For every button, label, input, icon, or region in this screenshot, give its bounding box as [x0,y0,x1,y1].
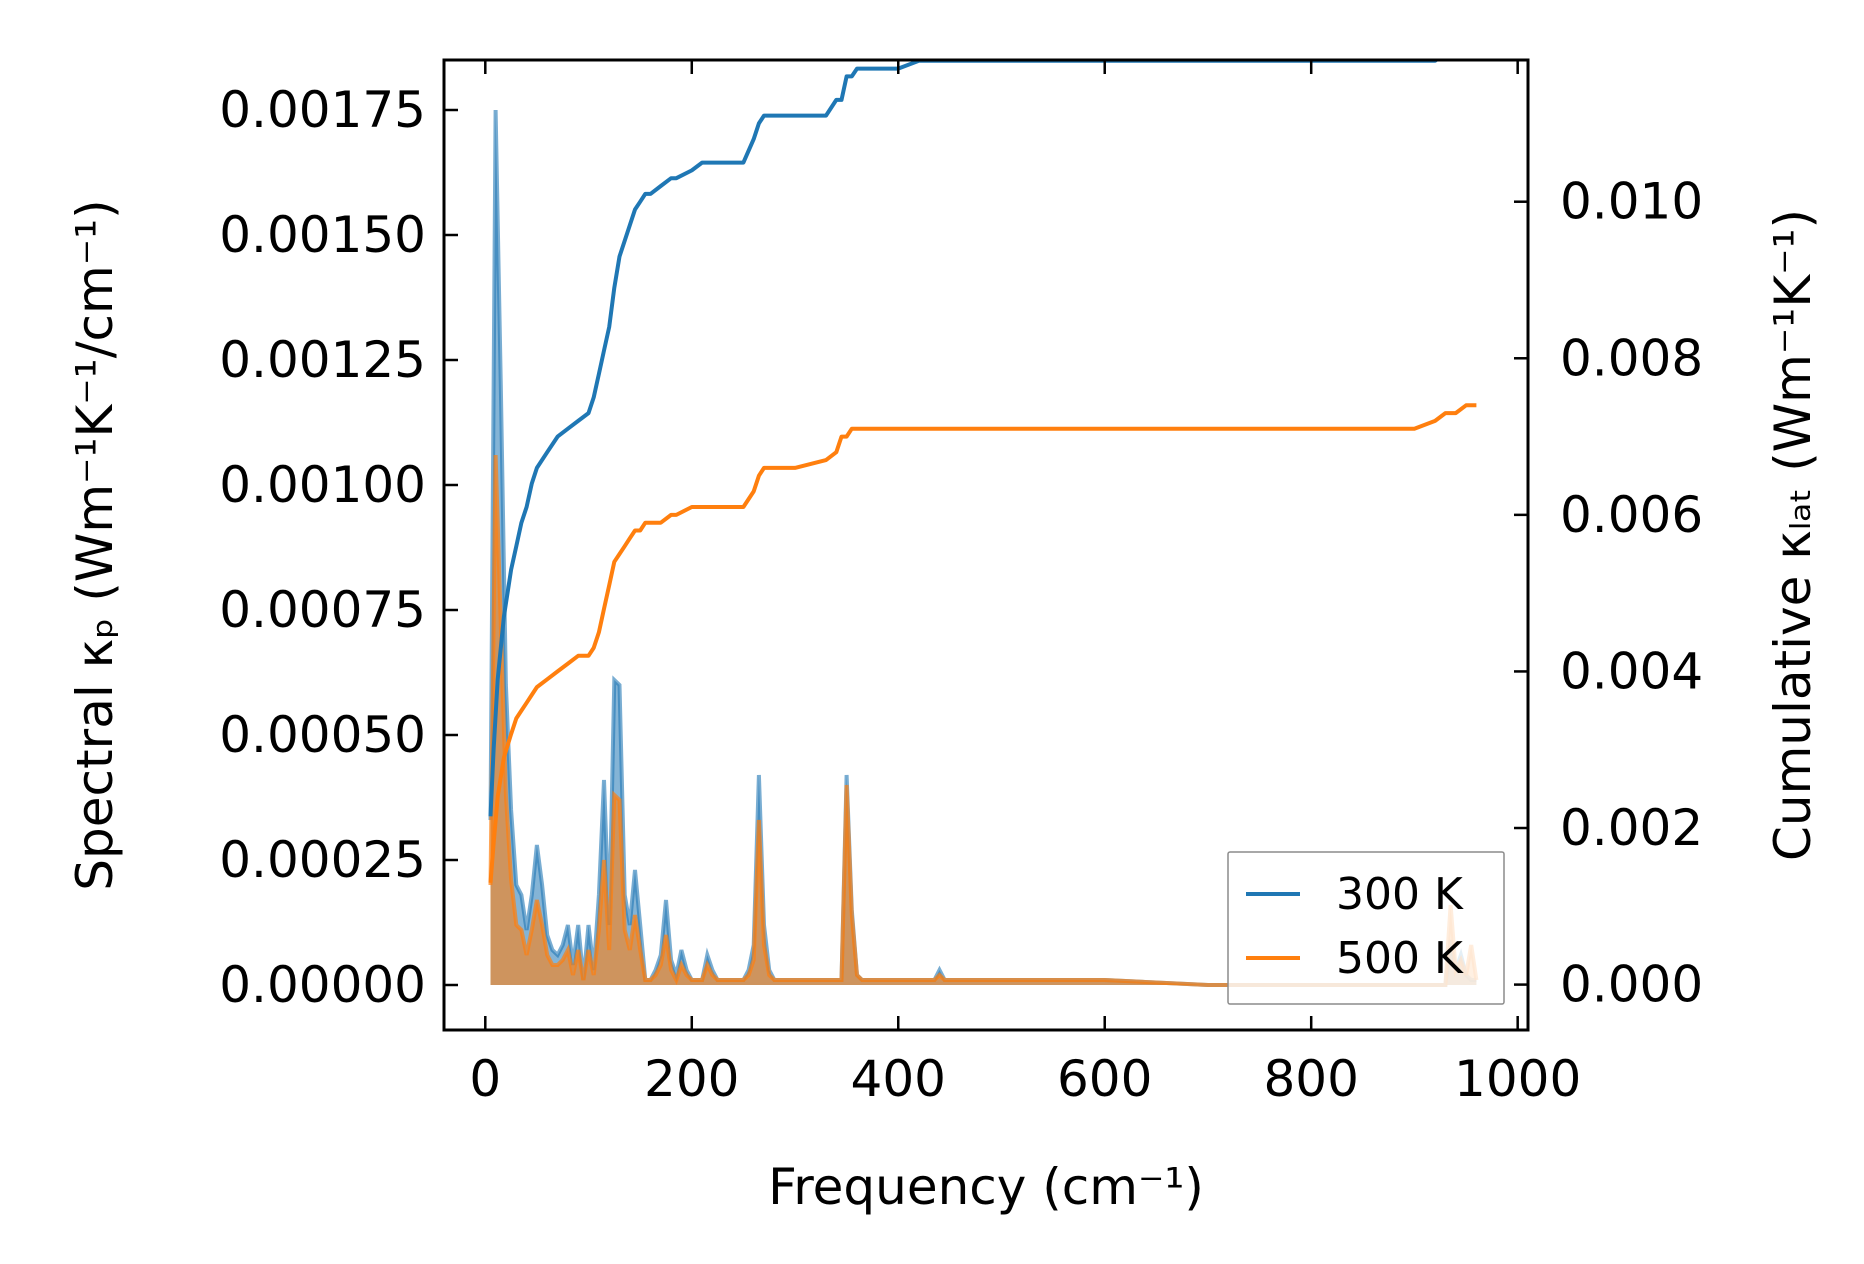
y-left-tick-label: 0.00100 [219,456,426,514]
x-tick-label: 0 [469,1050,501,1108]
plot-frame [442,58,1530,1032]
y-axis-left-label: Spectral κₚ (Wm⁻¹K⁻¹/cm⁻¹) [66,199,124,890]
x-axis-label: Frequency (cm⁻¹) [768,1158,1204,1216]
legend-label-300k: 300 K [1336,869,1464,920]
y-left-tick-label: 0.00175 [219,81,426,139]
y-left-tick-label: 0.00000 [219,956,426,1014]
y-left-tick-label: 0.00150 [219,206,426,264]
cumulative-layer [488,60,1477,883]
x-tick-label: 200 [644,1050,739,1108]
y-right-tick-label: 0.008 [1560,329,1703,387]
y-right-tick-label: 0.004 [1560,642,1703,700]
spectral-line-500k [488,454,1479,987]
x-tick-label: 1000 [1454,1050,1581,1108]
y-axis-right: 0.000 0.002 0.004 0.006 0.008 0.010 [1514,173,1703,1014]
y-axis-right-label: Cumulative κₗₐₜ (Wm⁻¹K⁻¹) [1764,209,1822,861]
x-tick-label: 400 [851,1050,946,1108]
spectral-layer [488,109,1479,987]
cumulative-line-500k [488,403,1477,883]
y-right-tick-label: 0.010 [1560,173,1703,231]
y-left-tick-label: 0.00025 [219,831,426,889]
legend-box [1227,851,1505,1005]
y-right-tick-label: 0.006 [1560,486,1703,544]
y-right-tick-label: 0.002 [1560,799,1703,857]
y-left-tick-label: 0.00125 [219,331,426,389]
x-tick-label: 800 [1263,1050,1358,1108]
x-tick-label: 600 [1057,1050,1152,1108]
legend: 300 K 500 K [1227,851,1505,1005]
y-right-tick-label: 0.000 [1560,956,1703,1014]
y-axis-left: 0.00000 0.00025 0.00050 0.00075 0.00100 0.001… [219,81,458,1014]
legend-label-500k: 500 K [1336,933,1464,984]
y-left-tick-label: 0.00075 [219,581,426,639]
x-axis: 0 200 400 600 800 1000 [469,60,1581,1108]
y-left-tick-label: 0.00050 [219,706,426,764]
